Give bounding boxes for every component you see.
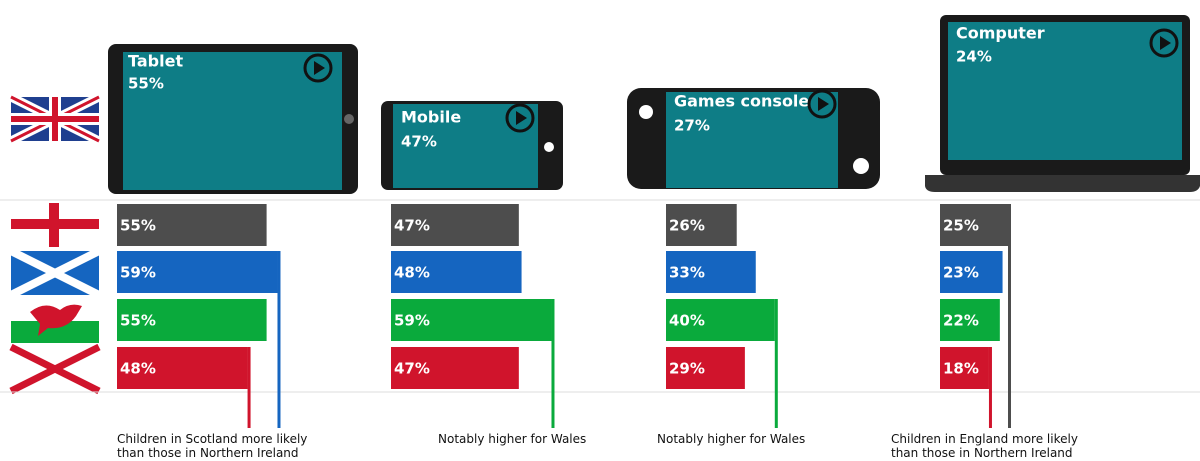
bar xyxy=(117,347,248,389)
note: Children in Scotland more likely than th… xyxy=(117,432,308,460)
play-icon xyxy=(314,61,325,75)
value-label: 59% xyxy=(394,312,430,330)
bar xyxy=(666,347,745,389)
value-label: 55% xyxy=(120,217,156,235)
value-label: 18% xyxy=(943,360,979,378)
device-title: Mobile xyxy=(401,108,461,127)
value-label: 48% xyxy=(120,360,156,378)
device-headline: 24% xyxy=(956,48,992,66)
bar xyxy=(391,251,522,293)
value-label: 29% xyxy=(669,360,705,378)
note: Notably higher for Wales xyxy=(657,432,806,446)
value-label: 25% xyxy=(943,217,979,235)
value-label: 26% xyxy=(669,217,705,235)
value-label: 47% xyxy=(394,360,430,378)
play-icon xyxy=(1149,28,1179,58)
value-label: 40% xyxy=(669,312,705,330)
note: Children in England more likely than tho… xyxy=(891,432,1078,460)
flag-northern-ireland xyxy=(9,343,101,395)
bar xyxy=(940,347,989,389)
flag-uk xyxy=(8,92,102,146)
value-label: 47% xyxy=(394,217,430,235)
bar xyxy=(666,299,775,341)
highlight-line xyxy=(247,347,251,428)
bar xyxy=(391,347,519,389)
bar xyxy=(940,299,1000,341)
highlight-line xyxy=(774,299,778,428)
bar xyxy=(940,251,1003,293)
highlight-line xyxy=(1008,204,1011,428)
value-label: 33% xyxy=(669,264,705,282)
bar xyxy=(666,251,756,293)
flag-wales xyxy=(11,299,99,343)
value-label: 48% xyxy=(394,264,430,282)
value-label: 59% xyxy=(120,264,156,282)
play-icon xyxy=(818,97,829,111)
bar xyxy=(117,299,267,341)
play-icon xyxy=(1160,36,1171,50)
flag-england xyxy=(11,203,99,247)
play-icon xyxy=(505,103,535,133)
bar xyxy=(391,299,552,341)
bar xyxy=(117,251,278,293)
laptop xyxy=(925,15,1200,192)
device-headline: 47% xyxy=(401,133,437,151)
value-label: 55% xyxy=(120,312,156,330)
device-title: Games console xyxy=(674,92,809,111)
device-headline: 55% xyxy=(128,75,164,93)
bar xyxy=(117,204,267,246)
bar xyxy=(391,204,519,246)
value-label: 22% xyxy=(943,312,979,330)
device-title: Computer xyxy=(956,24,1045,43)
device-title: Tablet xyxy=(128,52,183,71)
bar xyxy=(666,204,737,246)
note: Notably higher for Wales xyxy=(438,432,587,446)
device-headline: 27% xyxy=(674,117,710,135)
highlight-line xyxy=(551,299,555,428)
play-icon xyxy=(807,89,837,119)
value-label: 23% xyxy=(943,264,979,282)
play-icon xyxy=(303,53,333,83)
bar xyxy=(940,204,1008,246)
highlight-line xyxy=(277,251,281,428)
flag-scotland xyxy=(9,247,101,299)
play-icon xyxy=(516,111,527,125)
highlight-line xyxy=(988,347,992,428)
